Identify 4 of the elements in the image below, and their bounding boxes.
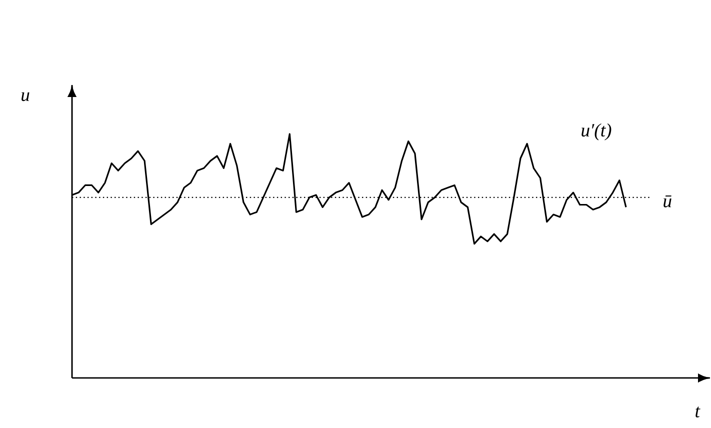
y-axis-title: u <box>22 92 30 102</box>
ref-line-label: ū <box>664 196 672 208</box>
x-axis-title: t <box>696 406 700 418</box>
text: u′(t) <box>582 123 612 140</box>
